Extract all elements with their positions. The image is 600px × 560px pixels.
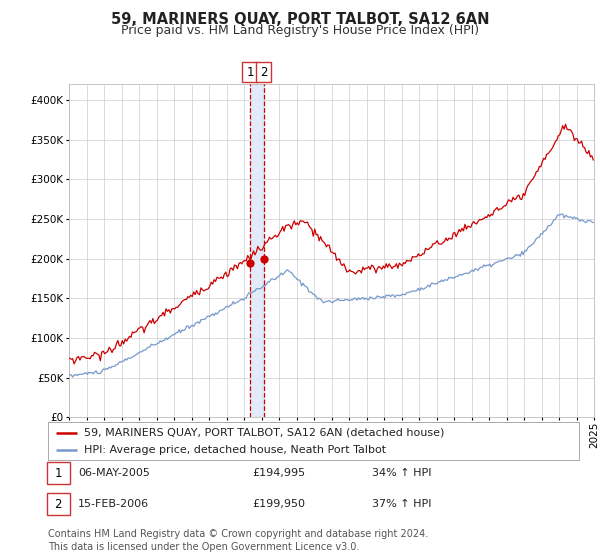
Text: 37% ↑ HPI: 37% ↑ HPI	[372, 499, 431, 509]
Text: HPI: Average price, detached house, Neath Port Talbot: HPI: Average price, detached house, Neat…	[84, 445, 386, 455]
Text: £199,950: £199,950	[252, 499, 305, 509]
FancyBboxPatch shape	[242, 62, 258, 82]
Bar	[250, 84, 263, 417]
Text: 34% ↑ HPI: 34% ↑ HPI	[372, 468, 431, 478]
Text: 1: 1	[247, 66, 254, 79]
Text: 2: 2	[55, 497, 62, 511]
Text: Contains HM Land Registry data © Crown copyright and database right 2024.: Contains HM Land Registry data © Crown c…	[48, 529, 428, 539]
Text: 1: 1	[55, 466, 62, 480]
Text: 59, MARINERS QUAY, PORT TALBOT, SA12 6AN: 59, MARINERS QUAY, PORT TALBOT, SA12 6AN	[111, 12, 489, 27]
Text: 06-MAY-2005: 06-MAY-2005	[78, 468, 150, 478]
Text: This data is licensed under the Open Government Licence v3.0.: This data is licensed under the Open Gov…	[48, 542, 359, 552]
FancyBboxPatch shape	[256, 62, 271, 82]
Text: 2: 2	[260, 66, 268, 79]
Text: 59, MARINERS QUAY, PORT TALBOT, SA12 6AN (detached house): 59, MARINERS QUAY, PORT TALBOT, SA12 6AN…	[84, 427, 445, 437]
Text: Price paid vs. HM Land Registry's House Price Index (HPI): Price paid vs. HM Land Registry's House …	[121, 24, 479, 36]
Text: 15-FEB-2006: 15-FEB-2006	[78, 499, 149, 509]
Text: £194,995: £194,995	[252, 468, 305, 478]
